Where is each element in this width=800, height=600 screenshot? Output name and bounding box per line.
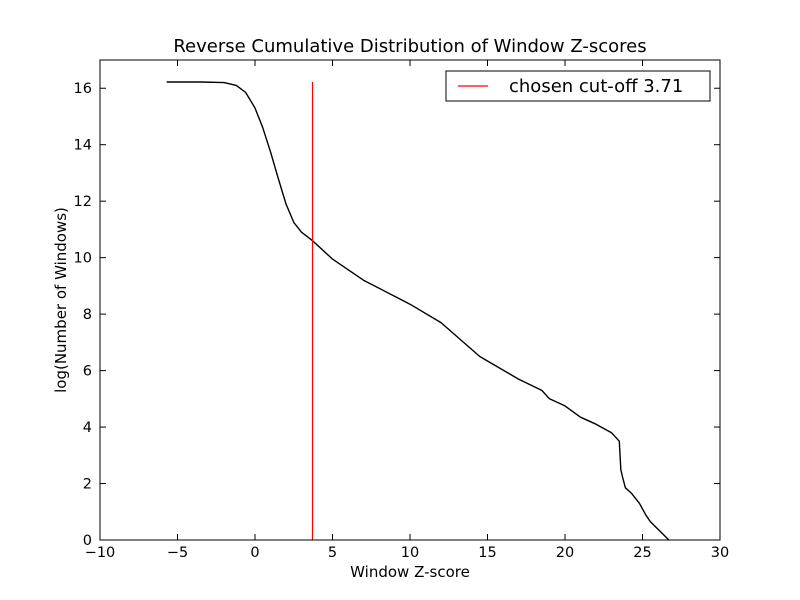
y-tick-label: 8 — [83, 307, 92, 323]
x-tick-label: 30 — [711, 545, 729, 561]
chart-title: Reverse Cumulative Distribution of Windo… — [173, 36, 646, 57]
legend: chosen cut-off 3.71 — [445, 70, 711, 102]
series-reverse-cumulative-line — [166, 81, 670, 541]
y-axis-label: log(Number of Windows) — [52, 207, 70, 393]
y-tick-label: 10 — [74, 251, 92, 267]
x-tick-label: −5 — [167, 545, 188, 561]
plot-frame — [99, 59, 721, 541]
x-tick-label: 10 — [401, 545, 419, 561]
x-tick-label: −10 — [85, 545, 116, 561]
y-tick-label: 12 — [74, 194, 92, 210]
x-axis-label: Window Z-score — [350, 563, 470, 581]
tick-labels-layer: −10 −5 0 5 10 15 20 25 30 0 2 4 6 8 10 12 14 16 — [74, 81, 730, 561]
y-tick-label: 14 — [74, 138, 92, 154]
y-tick-label: 0 — [83, 533, 92, 549]
x-tick-label: 5 — [328, 545, 337, 561]
y-tick-label: 6 — [83, 364, 92, 380]
y-tick-label: 16 — [74, 81, 92, 97]
y-tick-label: 4 — [83, 420, 92, 436]
y-tick-label: 2 — [83, 477, 92, 493]
x-tick-label: 0 — [250, 545, 259, 561]
legend-label-cutoff: chosen cut-off 3.71 — [509, 76, 683, 97]
x-tick-label: 15 — [478, 545, 496, 561]
legend-box — [445, 70, 711, 102]
x-tick-label: 20 — [556, 545, 574, 561]
plot-area — [100, 60, 720, 540]
x-tick-label: 25 — [633, 545, 651, 561]
series-layer — [166, 81, 670, 541]
